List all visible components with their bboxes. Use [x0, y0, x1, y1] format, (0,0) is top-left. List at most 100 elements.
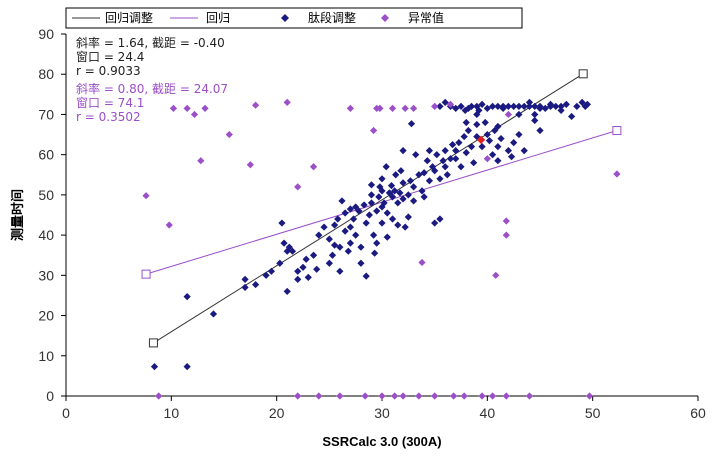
adjusted-peptide-point: [452, 155, 460, 163]
stats-regression-r: r = 0.3502: [76, 110, 141, 124]
adjusted-peptide-point: [464, 126, 472, 135]
adjusted-peptide-point: [494, 157, 502, 165]
adjusted-peptide-point: [267, 267, 275, 275]
adjusted-peptide-point: [241, 283, 249, 291]
legend-label-outliers: 异常值: [408, 10, 444, 25]
adjusted-peptide-point: [510, 139, 518, 147]
adjusted-peptide-point: [388, 193, 397, 201]
adjusted-peptide-point: [183, 293, 191, 301]
adjusted-peptide-point: [536, 126, 544, 135]
adjusted-peptide-point: [276, 259, 284, 267]
outlier-point: [376, 104, 384, 113]
adjusted-peptide-point: [510, 102, 518, 110]
adjusted-peptide-point: [391, 187, 399, 195]
adjusted-peptide-point: [420, 169, 428, 177]
adjusted-peptide-point: [531, 110, 539, 119]
outlier-point: [155, 392, 163, 400]
adjusted-peptide-point: [418, 187, 426, 195]
adjusted-peptide-point: [399, 195, 407, 203]
adjusted-peptide-point: [365, 211, 373, 219]
outlier-point: [165, 221, 173, 229]
legend-label-regression-line: 回归: [206, 11, 230, 25]
adjusted-peptide-point: [460, 132, 468, 141]
adjusted-peptide-point: [280, 239, 288, 247]
adjusted-peptide-point: [436, 215, 444, 223]
adjusted-peptide-point: [462, 118, 470, 127]
adjusted-peptide-point: [489, 102, 497, 110]
outlier-point: [388, 104, 397, 113]
adjusted-peptide-point: [478, 100, 486, 108]
adjusted-peptide-point: [344, 247, 352, 255]
adjusted-peptide-point: [557, 106, 565, 115]
outlier-point: [252, 101, 260, 109]
outlier-point: [309, 163, 318, 171]
adjusted-peptide-point: [431, 219, 439, 227]
x-tick-label: 20: [269, 405, 285, 421]
adjusted-peptide-point: [531, 116, 539, 125]
outlier-point: [502, 217, 510, 225]
adjusted-peptide-point: [467, 102, 476, 110]
adjusted-peptide-point: [552, 102, 560, 110]
adjusted-peptide-point: [383, 233, 391, 241]
y-tick-label: 20: [38, 308, 54, 324]
adjusted-peptide-point: [412, 151, 420, 159]
adjusted-peptide-point: [378, 175, 386, 183]
adjusted-peptide-point: [436, 175, 444, 183]
adjusted-peptide-point: [407, 120, 416, 128]
adjusted-peptide-point: [452, 104, 460, 113]
adjusted-peptide-point: [283, 287, 291, 296]
x-axis-title: SSRCalc 3.0 (300A): [322, 434, 441, 449]
adjusted-peptide-point: [336, 243, 344, 251]
adjusted-peptide-point: [380, 199, 388, 207]
adjusted-peptide-point: [404, 191, 412, 199]
adjusted-peptide-point: [578, 98, 586, 106]
adjusted-peptide-point: [448, 141, 457, 149]
adjusted-peptide-point: [346, 223, 354, 231]
stats-adjusted-slope: 斜率 = 1.64, 截距 = -0.40: [76, 35, 225, 50]
stats-regression-window: 窗口 = 74.1: [76, 96, 144, 110]
adjusted-peptide-point: [467, 143, 476, 151]
adjusted-peptide-point: [583, 100, 591, 108]
adjusted-peptide-point: [392, 171, 400, 179]
adjusted-peptide-point: [357, 259, 365, 267]
adjusted-peptide-point: [483, 104, 491, 113]
regression-adjusted-line: [153, 73, 584, 344]
adjusted-peptide-point: [504, 147, 512, 155]
outlier-point: [410, 104, 418, 113]
adjusted-peptide-point: [536, 104, 544, 113]
adjusted-peptide-point: [473, 110, 481, 119]
adjusted-peptide-point: [457, 163, 465, 171]
y-tick-label: 70: [38, 106, 54, 122]
x-tick-label: 10: [164, 405, 180, 421]
outlier-point: [502, 392, 510, 400]
adjusted-peptide-point: [397, 167, 405, 175]
adjusted-peptide-point: [433, 151, 441, 159]
outlier-point: [613, 170, 621, 178]
outlier-point: [142, 192, 150, 200]
adjusted-peptide-point: [294, 275, 302, 283]
adjusted-peptide-point: [483, 130, 491, 139]
stats-regression-slope: 斜率 = 0.80, 截距 = 24.07: [76, 81, 228, 96]
adjusted-peptide-point: [485, 136, 494, 145]
adjusted-peptide-point: [425, 147, 433, 155]
outlier-point: [418, 258, 426, 267]
adjusted-peptide-point: [382, 163, 390, 171]
adjusted-peptide-point: [443, 171, 451, 179]
adjusted-peptide-point: [478, 143, 486, 151]
adjusted-peptide-point: [331, 221, 339, 229]
outlier-point: [504, 110, 512, 119]
adjusted-peptide-point: [383, 209, 391, 217]
outlier-point: [446, 100, 455, 108]
adjusted-peptide-point: [504, 102, 512, 110]
adjusted-peptide-point: [241, 275, 249, 283]
legend-box: [65, 7, 523, 29]
adjusted-peptide-point: [373, 207, 381, 215]
adjusted-peptide-point: [288, 247, 297, 255]
adjusted-peptide-point: [373, 239, 381, 247]
adjusted-peptide-point: [209, 310, 218, 318]
adjusted-peptide-point: [557, 102, 565, 110]
outlier-point: [450, 392, 458, 400]
adjusted-peptide-point: [415, 171, 423, 179]
adjusted-peptide-point: [525, 98, 534, 106]
